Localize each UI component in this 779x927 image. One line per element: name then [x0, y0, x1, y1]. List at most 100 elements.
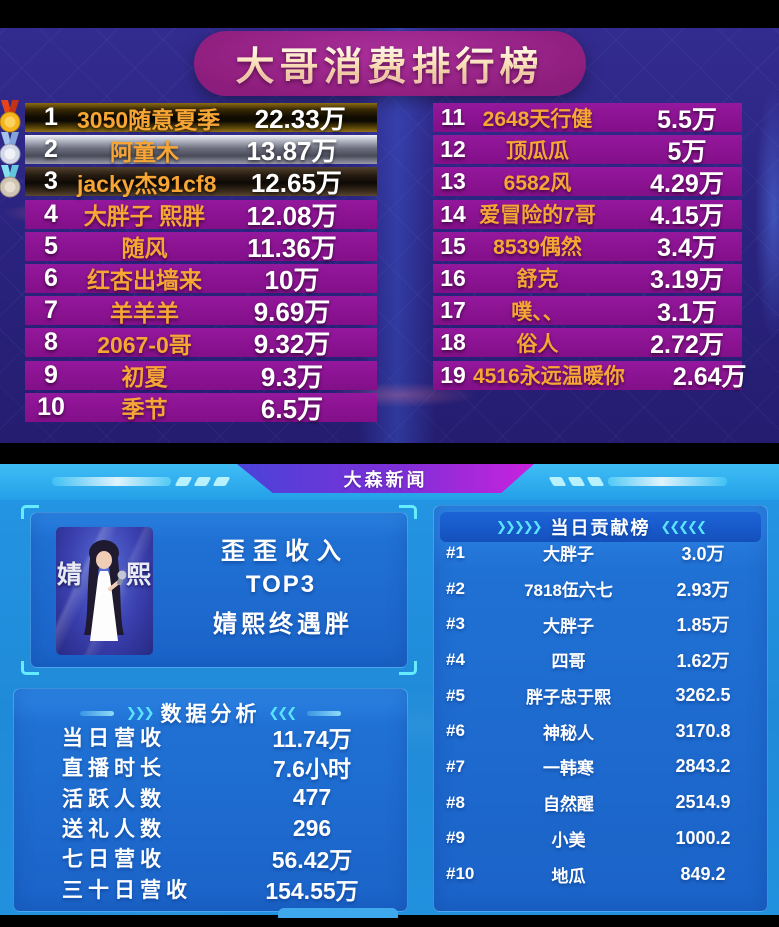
gold-medal-icon	[0, 100, 23, 134]
user-name: 红杏出墙来	[87, 267, 202, 294]
rank-number: 12	[440, 136, 466, 163]
top3-line2: TOP3	[245, 571, 317, 598]
rank-number: #2	[446, 578, 465, 598]
ranking-row: 17 噗、、 3.1万	[433, 296, 742, 327]
top3-panel: 婧 熙 歪歪收入 TOP3 婧熙终遇胖	[21, 505, 417, 675]
contributor-name: 7818伍六七	[524, 581, 613, 601]
contribution-row: #9 小美 1000.2	[434, 821, 767, 857]
user-name: 顶瓜瓜	[506, 139, 569, 163]
rank-number: #8	[446, 792, 465, 812]
contribution-amount: 2843.2	[675, 756, 731, 777]
rank-number: 2	[44, 135, 58, 164]
contributor-name: 小美	[551, 830, 586, 850]
analysis-header: ❯❯❯ 数据分析 ❮❮❮	[14, 698, 407, 728]
contributor-name: 大胖子	[543, 616, 594, 636]
user-name: 爱冒险的7哥	[479, 204, 596, 228]
consumption-amount: 9.32万	[253, 329, 331, 360]
top3-text-block: 歪歪收入 TOP3 婧熙终遇胖	[163, 531, 399, 639]
consumption-amount: 2.72万	[650, 330, 724, 359]
metric-value: 7.6小时	[273, 756, 351, 783]
corner-bracket	[21, 661, 39, 675]
streamer-avatar: 婧 熙	[56, 527, 153, 655]
ranking-row: 19 4516永远温暖你 2.64万	[433, 360, 747, 391]
ranking-row: 18 俗人 2.72万	[433, 328, 742, 359]
consumption-amount: 9.3万	[260, 361, 324, 392]
bottom-decor	[278, 908, 398, 918]
consumption-amount: 11.36万	[247, 232, 337, 263]
rank-number: 7	[44, 296, 58, 325]
contribution-row: #1 大胖子 3.0万	[434, 535, 767, 571]
contribution-amount: 2514.9	[675, 792, 731, 813]
consumption-amount: 6.5万	[260, 393, 324, 424]
news-section: 大森新闻	[0, 464, 779, 915]
user-name: 2067-0哥	[97, 331, 192, 358]
rank-number: 19	[440, 361, 466, 388]
top3-line1: 歪歪收入	[221, 538, 349, 565]
metric-label: 七日营收	[62, 848, 166, 872]
ranking-row: 7 羊羊羊 9.69万	[25, 296, 377, 327]
ranking-row: 13 6582风 4.29万	[433, 167, 742, 198]
contribution-amount: 3170.8	[675, 720, 731, 741]
contribution-row: #6 神秘人 3170.8	[434, 713, 767, 749]
rank-number: #6	[446, 721, 465, 741]
user-name: 初夏	[121, 364, 168, 390]
consumption-amount: 12.65万	[250, 168, 342, 199]
user-name: jacky杰91cf8	[77, 170, 217, 197]
metric-value: 154.55万	[265, 877, 359, 904]
ranking-row: 15 8539偶然 3.4万	[433, 231, 742, 262]
analysis-row: 直播时长 7.6小时	[14, 752, 407, 782]
metric-label: 三十日营收	[62, 878, 192, 902]
chevrons-left-icon: ❮❮❮	[268, 705, 298, 720]
contributor-name: 自然醒	[543, 795, 594, 815]
metric-value: 56.42万	[271, 847, 353, 874]
user-name: 2648天行健	[482, 107, 593, 131]
ranking-row: 16 舒克 3.19万	[433, 263, 742, 294]
ranking-row: 14 爱冒险的7哥 4.15万	[433, 199, 742, 230]
contribution-row: #2 7818伍六七 2.93万	[434, 571, 767, 607]
metric-label: 当日营收	[62, 727, 166, 751]
rank-number: #1	[446, 542, 465, 562]
contribution-panel: ❯❯❯❯❯ 当日贡献榜 ❮❮❮❮❮ #1 大胖子 3.0万 #2 7818伍六七…	[433, 505, 768, 912]
rank-number: #10	[446, 864, 475, 884]
user-name: 噗、、	[511, 300, 564, 324]
board-title: 大哥消费排行榜	[235, 36, 543, 92]
rank-number: #4	[446, 649, 465, 669]
corner-bracket	[399, 661, 417, 675]
metric-label: 送礼人数	[62, 818, 166, 842]
contributor-name: 四哥	[551, 652, 586, 672]
analysis-row: 送礼人数 296	[14, 813, 407, 843]
rank-number: 4	[44, 199, 58, 228]
news-title: 大森新闻	[343, 469, 428, 490]
contribution-amount: 3.0万	[681, 543, 725, 564]
contributor-name: 地瓜	[551, 866, 586, 886]
user-name: 6582风	[503, 171, 572, 195]
contributor-name: 神秘人	[543, 723, 594, 743]
rank-number: 3	[44, 167, 58, 196]
metric-value: 296	[292, 814, 332, 841]
rank-number: 8	[44, 328, 58, 357]
metric-label: 直播时长	[62, 757, 166, 781]
ranking-row: 8 2067-0哥 9.32万	[25, 328, 377, 359]
bronze-medal-icon	[0, 165, 23, 199]
user-name: 俗人	[516, 332, 559, 356]
rank-number: 5	[44, 231, 58, 260]
metric-value: 477	[292, 784, 332, 811]
rank-number: 11	[440, 104, 466, 130]
ranking-row: 4 大胖子 熙胖 12.08万	[25, 199, 377, 231]
user-name: 随风	[121, 235, 168, 262]
consumption-amount: 22.33万	[254, 104, 346, 134]
consumption-amount: 4.29万	[650, 169, 724, 198]
metric-label: 活跃人数	[62, 787, 166, 811]
consumption-amount: 3.19万	[650, 266, 724, 295]
consumption-amount: 10万	[264, 264, 320, 295]
analysis-panel: ❯❯❯ 数据分析 ❮❮❮ 当日营收 11.74万 直播时长 7.6小时 活跃人数…	[13, 688, 408, 912]
rank-number: 18	[440, 329, 466, 356]
analysis-row: 当日营收 11.74万	[14, 722, 407, 752]
rank-number: 10	[37, 392, 65, 421]
ranking-list-right: 11 2648天行健 5.5万 12 顶瓜瓜 5万 13 6582风 4.29万…	[433, 103, 747, 393]
consumption-amount: 9.69万	[253, 297, 331, 328]
consumption-amount: 3.1万	[657, 298, 717, 327]
rank-number: #3	[446, 614, 465, 634]
board-title-banner: 大哥消费排行榜	[193, 31, 586, 96]
corner-bracket	[21, 505, 39, 519]
